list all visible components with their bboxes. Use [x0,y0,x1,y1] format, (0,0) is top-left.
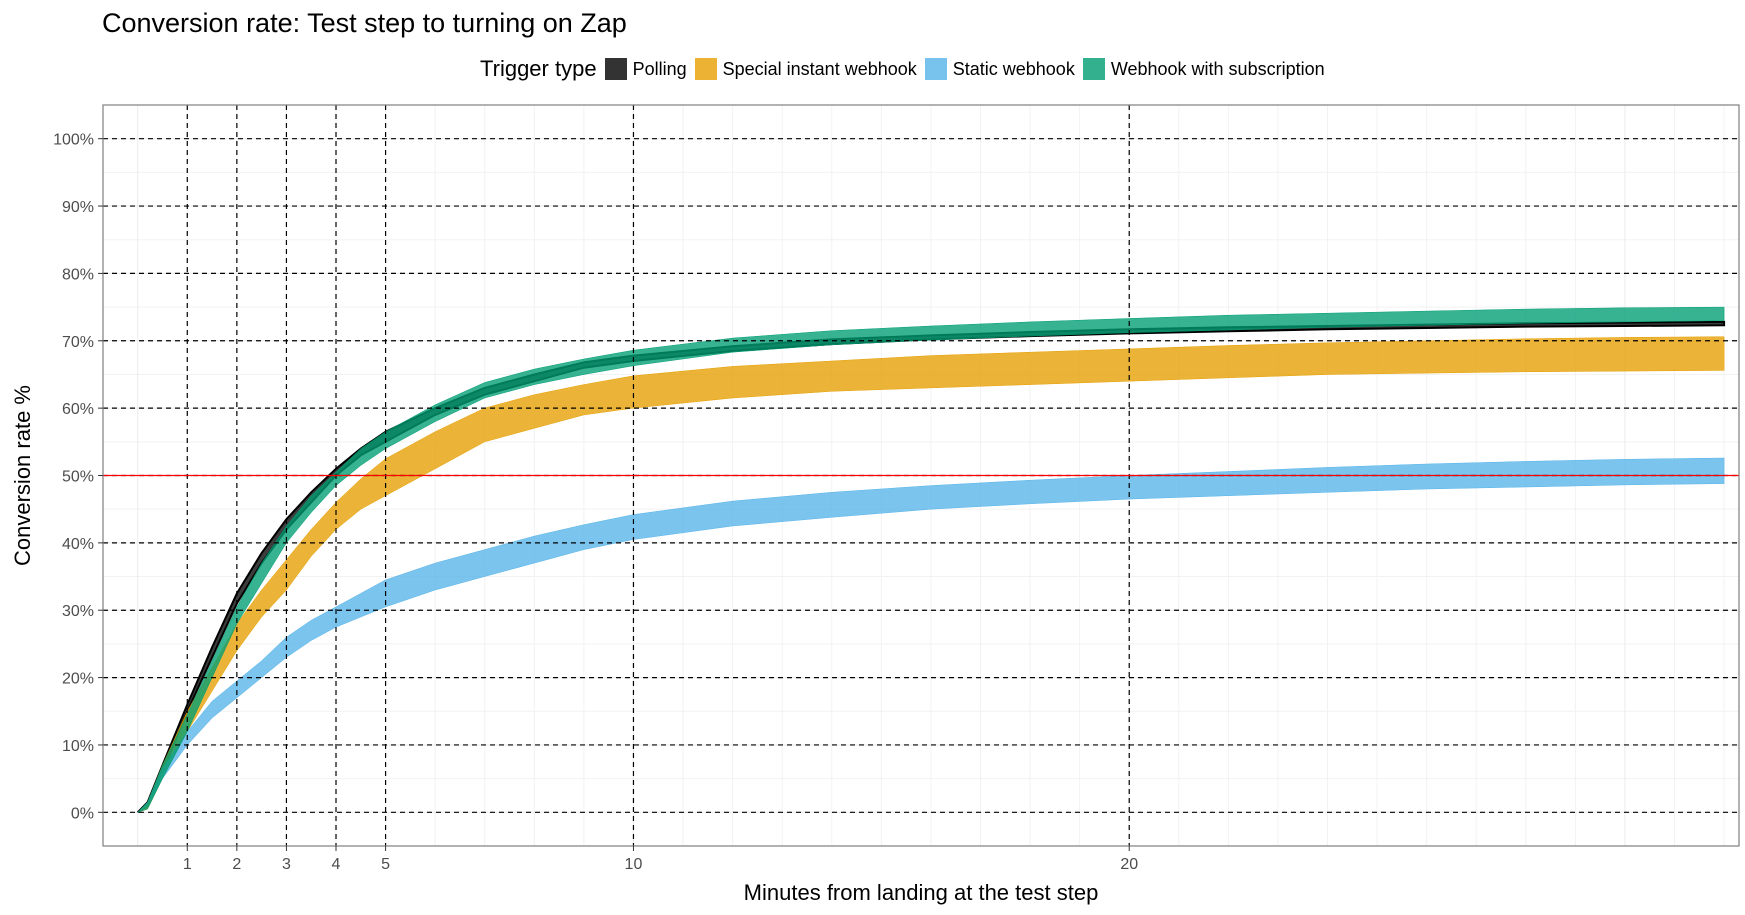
x-tick-label: 1 [183,856,192,873]
y-tick-label: 40% [62,536,94,553]
y-tick-label: 30% [62,603,94,620]
y-axis-title: Conversion rate % [10,385,35,566]
legend-title: Trigger type [480,56,597,81]
legend-label-polling: Polling [632,58,687,79]
y-tick-label: 70% [62,334,94,351]
y-tick-label: 20% [62,671,94,688]
legend-label-static-webhook: Static webhook [952,58,1075,79]
y-tick-label: 0% [71,805,94,822]
ribbon-static-webhook [137,457,1725,813]
legend-label-webhook-with-subscription: Webhook with subscription [1110,58,1325,79]
x-axis-title: Minutes from landing at the test step [744,880,1099,905]
legend-swatch-webhook-with-subscription [1082,58,1105,80]
x-tick-label: 4 [332,856,341,873]
x-tick-label: 20 [1120,856,1138,873]
x-tick-label: 3 [282,856,291,873]
legend-swatch-static-webhook [924,58,947,80]
y-tick-label: 80% [62,266,94,283]
legend: Trigger type Polling Special instant web… [480,56,1333,82]
x-tick-label: 10 [625,856,643,873]
ribbon-special-instant-webhook [137,336,1725,813]
y-tick-label: 60% [62,401,94,418]
legend-item-webhook-with-subscription: Webhook with subscription [1082,58,1325,80]
legend-item-special-instant-webhook: Special instant webhook [694,58,917,80]
legend-item-polling: Polling [604,58,687,80]
x-tick-label: 5 [381,856,390,873]
y-tick-label: 100% [53,132,94,149]
y-tick-label: 10% [62,738,94,755]
x-tick-label: 2 [232,856,241,873]
chart-title: Conversion rate: Test step to turning on… [102,8,627,38]
legend-swatch-special-instant-webhook [694,58,717,80]
y-tick-label: 50% [62,469,94,486]
legend-swatch-polling [604,58,627,80]
legend-label-special-instant-webhook: Special instant webhook [722,58,917,79]
legend-item-static-webhook: Static webhook [924,58,1075,80]
ribbon-webhook-with-subscription [137,306,1725,813]
y-tick-label: 90% [62,199,94,216]
